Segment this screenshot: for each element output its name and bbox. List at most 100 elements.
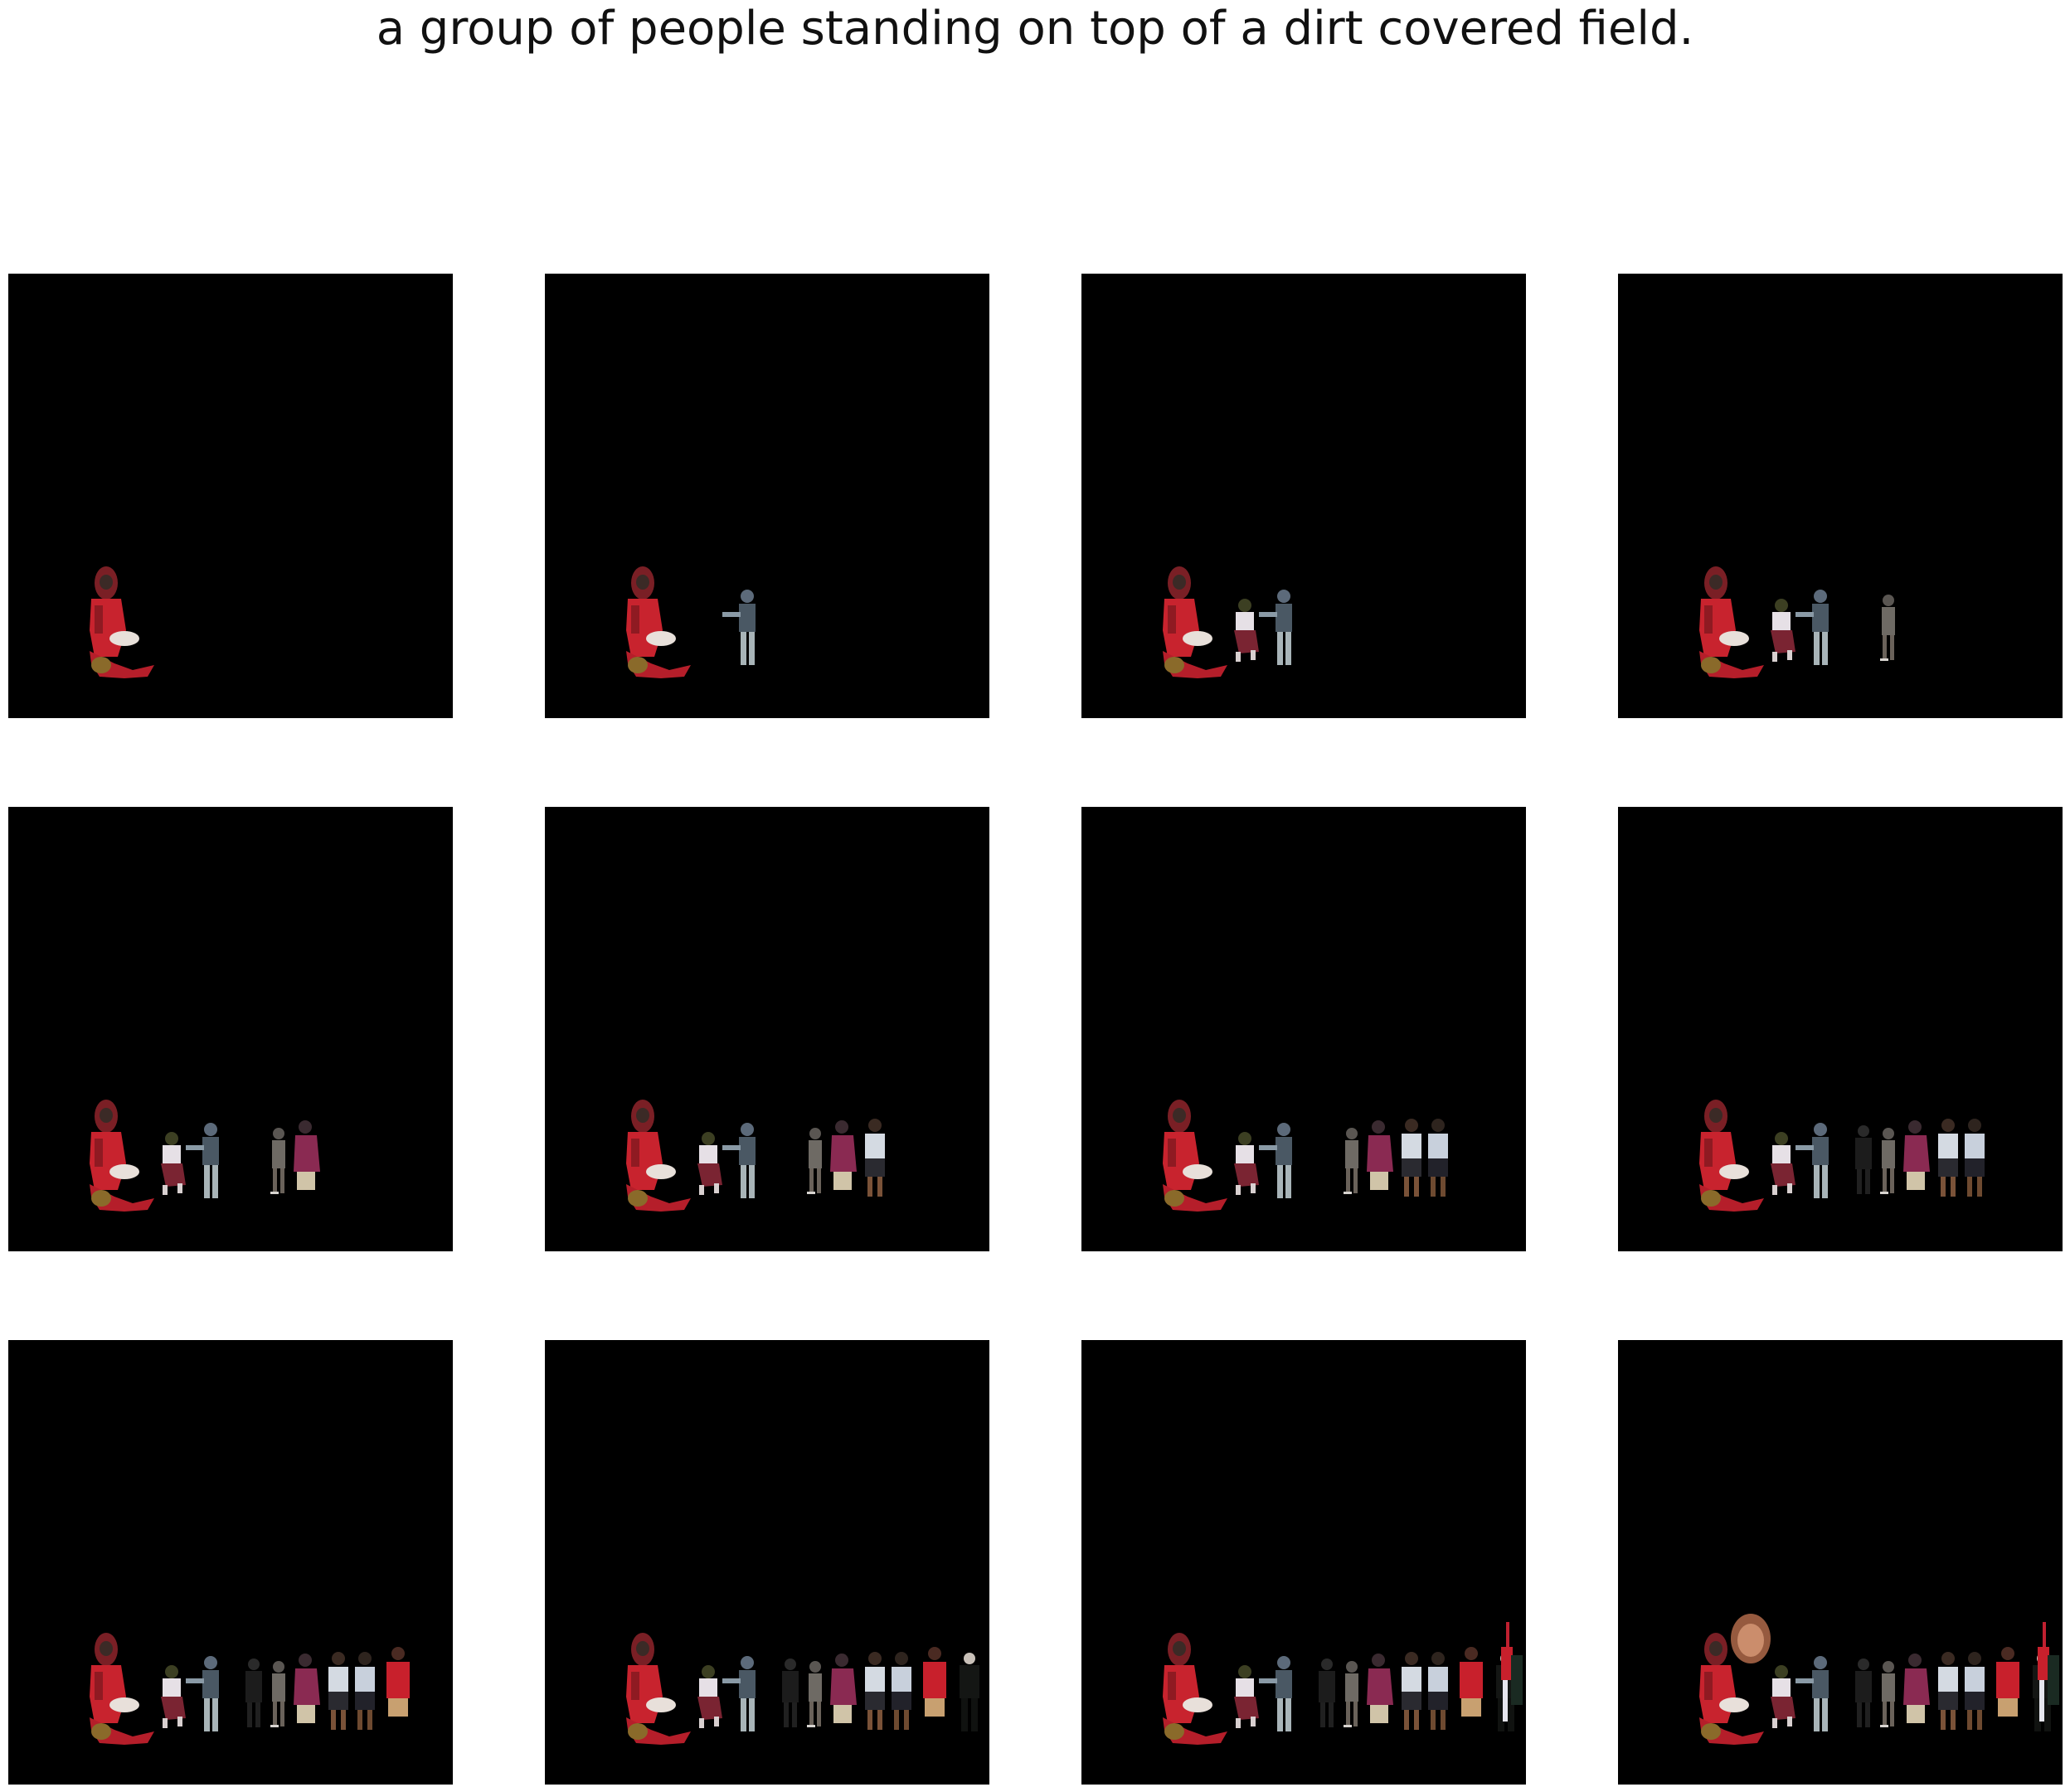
crouching-umpire-figure bbox=[1771, 1132, 1795, 1195]
pink-spectator-figure bbox=[830, 1654, 857, 1723]
panel-image bbox=[1163, 1100, 1448, 1212]
panel-step-8 bbox=[1618, 807, 2063, 1251]
panel-image bbox=[1163, 566, 1292, 678]
dark-spectator-figure bbox=[1855, 1125, 1872, 1194]
red-catcher-figure bbox=[1163, 1100, 1227, 1212]
white-shirt-person-1-figure bbox=[865, 1119, 885, 1197]
panel-image bbox=[1699, 1614, 2059, 1745]
panel-image bbox=[626, 1633, 979, 1745]
red-shirt-person-figure bbox=[386, 1647, 410, 1717]
standing-spectator-figure bbox=[807, 1661, 822, 1727]
pink-spectator-figure bbox=[1903, 1654, 1930, 1723]
standing-spectator-figure bbox=[1880, 1661, 1895, 1727]
white-shirt-person-2-figure bbox=[1428, 1652, 1448, 1730]
red-catcher-figure bbox=[1699, 566, 1764, 678]
standing-spectator-figure bbox=[270, 1128, 285, 1194]
crouching-umpire-figure bbox=[697, 1665, 722, 1728]
standing-spectator-figure bbox=[1880, 595, 1895, 661]
standing-spectator-figure bbox=[1344, 1661, 1358, 1727]
dark-spectator-figure bbox=[1319, 1658, 1335, 1727]
crouching-umpire-figure bbox=[1771, 599, 1795, 662]
panel-image bbox=[626, 566, 756, 678]
red-catcher-figure bbox=[626, 1633, 691, 1745]
standing-spectator-figure bbox=[270, 1661, 285, 1727]
gray-batter-figure bbox=[722, 1656, 756, 1731]
standing-spectator-figure bbox=[1344, 1128, 1358, 1194]
red-catcher-figure bbox=[90, 566, 154, 678]
red-catcher-figure bbox=[1163, 566, 1227, 678]
blurred-face-figure bbox=[1731, 1614, 1771, 1663]
panel-step-6 bbox=[545, 807, 989, 1251]
panel-image bbox=[90, 1100, 320, 1212]
gray-batter-figure bbox=[722, 1123, 756, 1198]
standing-spectator-figure bbox=[1880, 1128, 1895, 1194]
red-catcher-figure bbox=[90, 1100, 154, 1212]
white-shirt-person-1-figure bbox=[1402, 1119, 1421, 1197]
pink-spectator-figure bbox=[1903, 1120, 1930, 1190]
panel-image bbox=[90, 566, 154, 678]
panel-step-3 bbox=[1081, 274, 1526, 718]
panel-image bbox=[1163, 1622, 1523, 1745]
white-shirt-person-2-figure bbox=[1965, 1652, 1985, 1730]
panel-step-12 bbox=[1618, 1340, 2063, 1785]
gray-batter-figure bbox=[1795, 1656, 1829, 1731]
panel-step-10 bbox=[545, 1340, 989, 1785]
white-shirt-person-2-figure bbox=[1428, 1119, 1448, 1197]
flag-waver-figure bbox=[1501, 1622, 1523, 1722]
white-shirt-person-1-figure bbox=[865, 1652, 885, 1730]
dark-spectator-figure bbox=[1855, 1658, 1872, 1727]
panel-step-9 bbox=[8, 1340, 453, 1785]
red-shirt-person-figure bbox=[1460, 1647, 1483, 1717]
white-shirt-person-1-figure bbox=[1938, 1652, 1958, 1730]
pink-spectator-figure bbox=[830, 1120, 857, 1190]
red-catcher-figure bbox=[1163, 1633, 1227, 1745]
standing-spectator-figure bbox=[807, 1128, 822, 1194]
panel-step-11 bbox=[1081, 1340, 1526, 1785]
red-shirt-person-figure bbox=[923, 1647, 946, 1717]
black-suit-person-figure bbox=[960, 1653, 979, 1731]
white-shirt-person-1-figure bbox=[1402, 1652, 1421, 1730]
pink-spectator-figure bbox=[1367, 1654, 1393, 1723]
crouching-umpire-figure bbox=[697, 1132, 722, 1195]
pink-spectator-figure bbox=[294, 1120, 320, 1190]
crouching-umpire-figure bbox=[161, 1132, 186, 1195]
gray-batter-figure bbox=[1259, 1123, 1292, 1198]
figure-caption: a group of people standing on top of a d… bbox=[376, 2, 1694, 56]
white-shirt-person-1-figure bbox=[1938, 1119, 1958, 1197]
panel-step-7 bbox=[1081, 807, 1526, 1251]
red-catcher-figure bbox=[626, 1100, 691, 1212]
crouching-umpire-figure bbox=[161, 1665, 186, 1728]
white-shirt-person-2-figure bbox=[892, 1652, 911, 1730]
gray-batter-figure bbox=[1259, 590, 1292, 665]
panel-image bbox=[1699, 566, 1895, 678]
red-catcher-figure bbox=[1699, 1100, 1764, 1212]
pink-spectator-figure bbox=[1367, 1120, 1393, 1190]
dark-spectator-figure bbox=[782, 1658, 799, 1727]
pink-spectator-figure bbox=[294, 1654, 320, 1723]
red-shirt-person-figure bbox=[1996, 1647, 2019, 1717]
gray-batter-figure bbox=[1795, 1123, 1829, 1198]
panel-step-5 bbox=[8, 807, 453, 1251]
red-catcher-figure bbox=[1699, 1633, 1764, 1745]
crouching-umpire-figure bbox=[1234, 1665, 1259, 1728]
panel-image bbox=[90, 1633, 410, 1745]
crouching-umpire-figure bbox=[1771, 1665, 1795, 1728]
crouching-umpire-figure bbox=[1234, 1132, 1259, 1195]
white-shirt-person-2-figure bbox=[355, 1652, 375, 1730]
white-shirt-person-1-figure bbox=[328, 1652, 348, 1730]
red-catcher-figure bbox=[90, 1633, 154, 1745]
gray-batter-figure bbox=[186, 1123, 219, 1198]
gray-batter-figure bbox=[1259, 1656, 1292, 1731]
panel-step-4 bbox=[1618, 274, 2063, 718]
crouching-umpire-figure bbox=[1234, 599, 1259, 662]
gray-batter-figure bbox=[186, 1656, 219, 1731]
red-catcher-figure bbox=[626, 566, 691, 678]
flag-waver-figure bbox=[2038, 1622, 2059, 1722]
dark-spectator-figure bbox=[245, 1658, 262, 1727]
gray-batter-figure bbox=[722, 590, 756, 665]
panel-image bbox=[1699, 1100, 1985, 1212]
panel-step-2 bbox=[545, 274, 989, 718]
panel-step-1 bbox=[8, 274, 453, 718]
panel-image bbox=[626, 1100, 885, 1212]
gray-batter-figure bbox=[1795, 590, 1829, 665]
